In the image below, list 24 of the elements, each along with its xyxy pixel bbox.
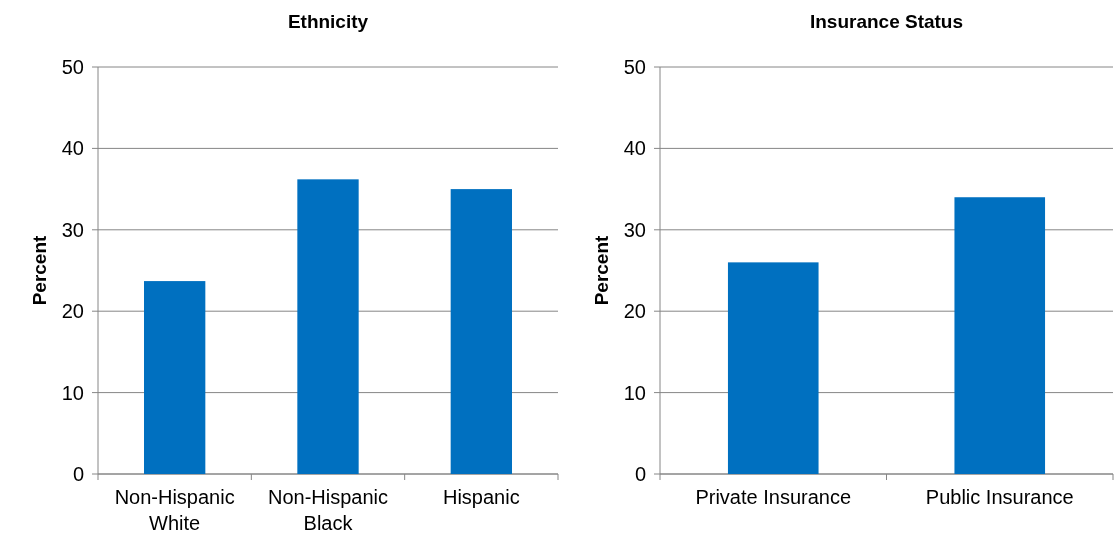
y-tick-label: 10 (61, 381, 84, 404)
x-tick-label: Non-Hispanic Black (267, 486, 389, 534)
chart-title: Ethnicity (287, 11, 369, 32)
y-tick-label: 20 (623, 300, 646, 323)
chart-title: Insurance Status (809, 11, 964, 32)
y-tick-label: 0 (634, 463, 646, 485)
y-tick-label: 50 (623, 56, 646, 78)
y-tick-label: 50 (61, 56, 84, 78)
bar (450, 189, 512, 474)
y-tick-label: 40 (623, 137, 646, 160)
x-tick-label: Public Insurance (925, 486, 1074, 508)
bar (297, 179, 359, 474)
y-tick-label: 10 (623, 381, 646, 404)
x-tick-label: Non-Hispanic White (114, 486, 235, 534)
y-tick-label: 20 (61, 300, 84, 323)
bar (144, 281, 206, 474)
y-tick-label: 40 (61, 137, 84, 160)
y-axis-title: Percent (29, 234, 50, 306)
y-tick-label: 30 (623, 218, 646, 241)
y-tick-label: 0 (72, 463, 84, 485)
y-axis-title: Percent (591, 234, 612, 306)
y-tick-label: 30 (61, 218, 84, 241)
x-tick-label: Private Insurance (695, 486, 852, 508)
x-tick-label: Hispanic (442, 486, 520, 508)
